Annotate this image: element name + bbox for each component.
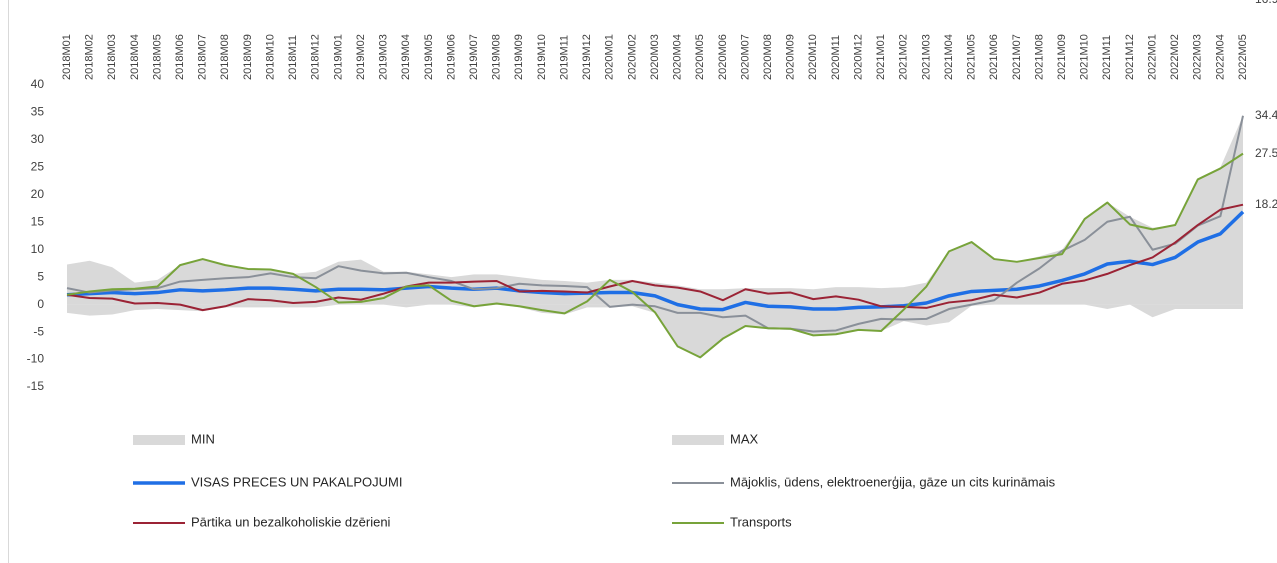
x-tick-label: 2018M05: [151, 34, 163, 80]
x-tick-label: 2021M08: [1033, 34, 1045, 80]
x-tick-label: 2019M09: [513, 34, 525, 80]
x-tick-label: 2020M10: [807, 34, 819, 80]
x-tick-label: 2019M12: [581, 34, 593, 80]
y-tick-label: 40: [31, 77, 45, 91]
legend-label: Transports: [730, 514, 792, 529]
x-tick-label: 2020M03: [649, 34, 661, 80]
x-tick-label: 2019M08: [491, 34, 503, 80]
x-tick-label: 2021M11: [1101, 35, 1113, 80]
x-tick-label: 2019M01: [332, 34, 344, 80]
y-tick-label: 20: [31, 187, 45, 201]
x-tick-label: 2019M10: [536, 34, 548, 80]
x-tick-label: 2020M04: [672, 34, 684, 80]
x-tick-label: 2020M11: [830, 35, 842, 80]
legend-label: Mājoklis, ūdens, elektroenerģija, gāze u…: [730, 474, 1056, 489]
line: [66, 152, 1244, 359]
x-tick-label: 2021M01: [875, 34, 887, 80]
x-tick-label: 2020M07: [739, 34, 751, 80]
x-tick-label: 2021M03: [920, 34, 932, 80]
x-tick-label: 2021M09: [1056, 34, 1068, 80]
y-tick-label: 15: [31, 214, 45, 228]
y-tick-label: 10: [31, 242, 45, 256]
line: [66, 203, 1244, 312]
x-tick-label: 2018M09: [242, 34, 254, 80]
x-tick-label: 2021M07: [1011, 34, 1023, 80]
value-label: 34.4: [1255, 108, 1277, 122]
x-tick-label: 2020M02: [626, 34, 638, 80]
x-tick-label: 2018M08: [219, 34, 231, 80]
x-tick-label: 2018M04: [129, 34, 141, 80]
x-tick-label: 2018M02: [84, 34, 96, 80]
x-tick-label: 2019M03: [378, 34, 390, 80]
area: [67, 304, 1243, 358]
y-tick-label: -5: [33, 324, 44, 338]
x-tick-label: 2021M06: [988, 34, 1000, 80]
y-tick-label: -15: [27, 379, 45, 393]
x-tick-label: 2018M01: [61, 34, 73, 80]
x-tick-label: 2020M05: [694, 34, 706, 80]
x-tick-label: 2020M08: [762, 34, 774, 80]
x-tick-label: 2022M05: [1237, 34, 1249, 80]
x-tick-label: 2020M06: [717, 34, 729, 80]
x-tick-label: 2019M02: [355, 34, 367, 80]
x-tick-label: 2022M03: [1192, 34, 1204, 80]
x-tick-label: 2018M06: [174, 34, 186, 80]
x-tick-label: 2021M04: [943, 34, 955, 80]
value-label: 18.2: [1255, 197, 1277, 211]
legend-label: Pārtika un bezalkoholiskie dzērieni: [191, 514, 391, 529]
x-tick-label: 2021M12: [1124, 34, 1136, 80]
y-tick-label: -10: [27, 352, 45, 366]
x-tick-label: 2018M03: [106, 34, 118, 80]
y-tick-label: 5: [37, 269, 44, 283]
x-tick-label: 2018M11: [287, 35, 299, 80]
value-label: 27.5: [1255, 146, 1277, 160]
x-tick-label: 2022M02: [1169, 34, 1181, 80]
y-tick-label: 25: [31, 160, 45, 174]
x-tick-label: 2020M12: [852, 34, 864, 80]
legend-label: MAX: [730, 431, 759, 446]
x-tick-label: 2019M04: [400, 34, 412, 80]
x-tick-label: 2020M09: [785, 34, 797, 80]
line: [66, 115, 1244, 333]
x-tick-label: 2020M01: [604, 34, 616, 80]
x-tick-label: 2019M11: [558, 35, 570, 80]
x-tick-label: 2022M04: [1214, 34, 1226, 80]
y-tick-label: 0: [37, 297, 44, 311]
x-tick-label: 2021M05: [966, 34, 978, 80]
area: [67, 115, 1243, 305]
legend-label: MIN: [191, 431, 215, 446]
x-tick-label: 2019M05: [423, 34, 435, 80]
value-label: 16.9: [1255, 0, 1277, 6]
x-tick-label: 2022M01: [1146, 34, 1158, 80]
x-tick-label: 2018M10: [264, 34, 276, 80]
x-tick-label: 2021M10: [1079, 34, 1091, 80]
x-tick-label: 2021M02: [898, 34, 910, 80]
y-tick-label: 35: [31, 105, 45, 119]
legend-swatch: [133, 435, 185, 445]
y-tick-label: 30: [31, 132, 45, 146]
x-tick-label: 2019M07: [468, 34, 480, 80]
legend-swatch: [672, 435, 724, 445]
x-tick-label: 2018M12: [310, 34, 322, 80]
x-tick-label: 2019M06: [445, 34, 457, 80]
legend-label: VISAS PRECES UN PAKALPOJUMI: [191, 474, 402, 489]
x-tick-label: 2018M07: [197, 34, 209, 80]
line: [66, 210, 1245, 312]
